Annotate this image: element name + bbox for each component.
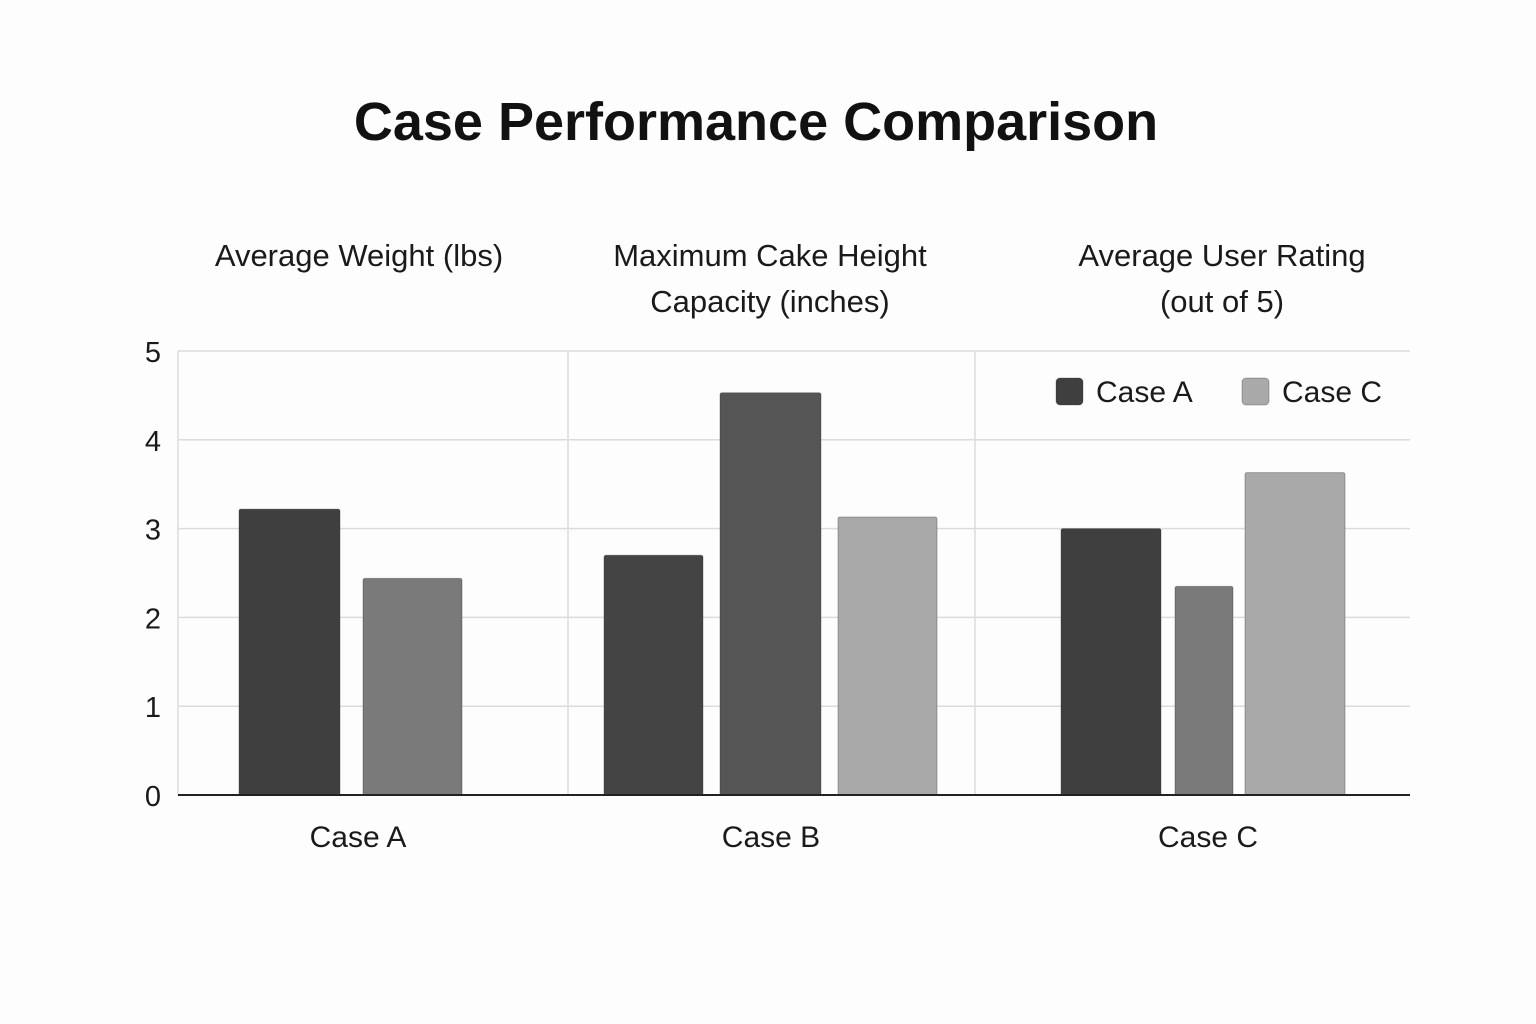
bar-case-b-1 <box>603 554 704 796</box>
bar-case-c-2 <box>1174 585 1234 796</box>
chart-title: Case Performance Comparison <box>354 92 1158 152</box>
legend-label-1: Case A <box>1096 376 1193 409</box>
bar-case-a-1 <box>238 508 341 796</box>
group-title-3-line-1: Average User Rating <box>1078 238 1365 273</box>
group-title-1-line-1: Average Weight (lbs) <box>215 238 503 273</box>
legend-swatch-2 <box>1241 377 1270 406</box>
x-category-label-3: Case C <box>1158 821 1258 854</box>
group-titles: Average Weight (lbs) Maximum Cake Height C… <box>215 238 1366 319</box>
y-tick-label-1: 1 <box>145 692 161 724</box>
y-tick-label-0: 0 <box>145 781 161 813</box>
group-title-3-line-2: (out of 5) <box>1160 284 1284 319</box>
group-title-2-line-1: Maximum Cake Height <box>613 238 927 273</box>
y-tick-label-2: 2 <box>145 603 161 635</box>
bars <box>238 392 1346 796</box>
x-category-label-1: Case A <box>310 821 407 854</box>
y-tick-label-3: 3 <box>145 515 161 547</box>
legend-label-2: Case C <box>1282 376 1382 409</box>
bar-case-c-1 <box>1060 528 1162 796</box>
axes: 0 1 2 3 4 5 Case A Case B Case C <box>145 337 1410 854</box>
bar-case-b-2 <box>719 392 822 796</box>
y-tick-label-4: 4 <box>145 426 161 458</box>
legend-swatch-1 <box>1055 377 1084 406</box>
group-title-2-line-2: Capacity (inches) <box>650 284 889 319</box>
bar-case-a-2 <box>362 577 463 796</box>
y-tick-label-5: 5 <box>145 337 161 369</box>
bar-case-b-3 <box>837 516 938 796</box>
legend: Case A Case C <box>1055 376 1382 409</box>
x-category-label-2: Case B <box>722 821 820 854</box>
bar-case-c-3 <box>1244 472 1346 796</box>
